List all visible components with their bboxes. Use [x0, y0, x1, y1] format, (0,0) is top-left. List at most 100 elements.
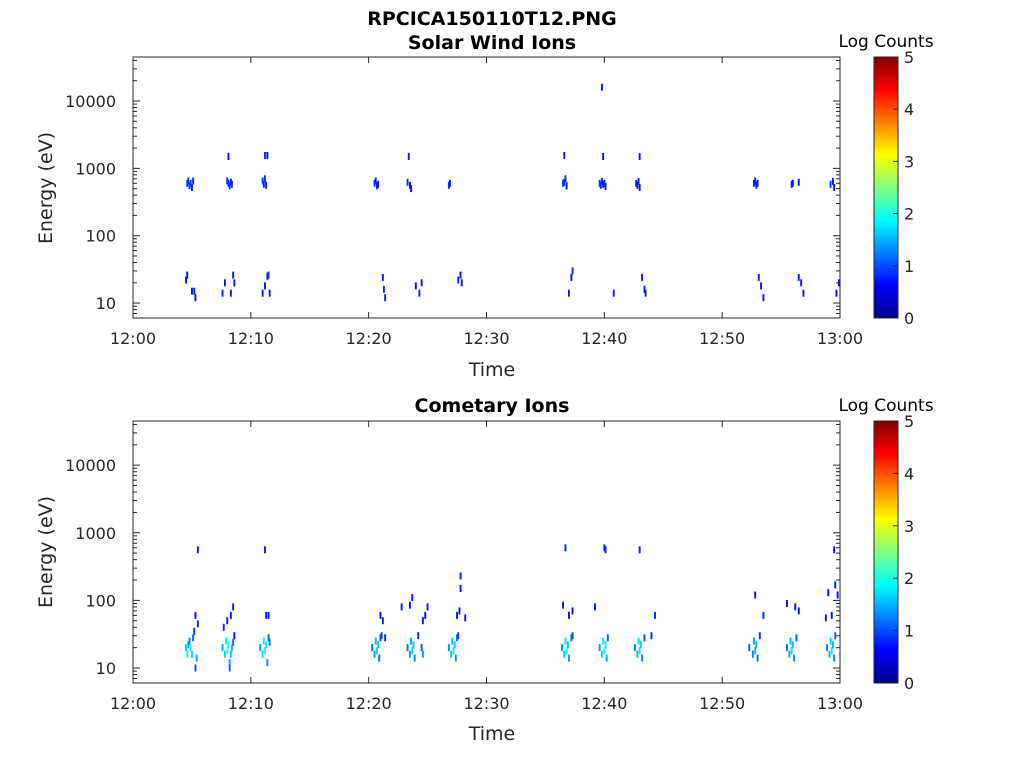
- cometary-cell: [829, 637, 832, 645]
- cometary-cell: [834, 581, 837, 589]
- solar-wind-cell: [459, 271, 462, 279]
- solar-wind-cell: [267, 271, 270, 279]
- solar-wind-cell: [406, 178, 409, 186]
- cometary-cell: [194, 664, 197, 672]
- solar-wind-cell: [418, 289, 421, 297]
- cometary-cell: [185, 644, 187, 652]
- cometary-cell: [650, 632, 653, 640]
- solar-wind-plot-area: [132, 56, 841, 319]
- cometary-cell: [756, 654, 759, 662]
- solar-wind-cell: [374, 177, 377, 185]
- solar-wind-cells: [185, 83, 840, 302]
- solar-wind-cell: [638, 153, 641, 160]
- cometary-cell: [605, 654, 608, 662]
- solar-wind-cell: [602, 180, 605, 188]
- cometary-cell: [562, 601, 564, 609]
- cometary-colorbar-tick-label: 2: [904, 569, 914, 588]
- cometary-cell: [634, 644, 636, 652]
- cometary-colorbar-title: Log Counts: [838, 396, 933, 416]
- cometary-cell: [189, 644, 192, 652]
- solar-wind-cell: [414, 282, 417, 290]
- cometary-cell: [228, 659, 231, 667]
- solar-wind-cell: [186, 271, 189, 279]
- cometary-cell: [786, 600, 788, 607]
- cometary-cell: [378, 654, 381, 662]
- solar-wind-cell: [800, 279, 803, 287]
- solar-wind-cell: [635, 179, 638, 187]
- cometary-cell: [221, 644, 224, 652]
- solar-wind-cell: [641, 273, 643, 281]
- solar-wind-cell: [377, 180, 380, 188]
- solar-wind-cell: [790, 180, 793, 188]
- cometary-cell: [227, 641, 230, 649]
- cometary-cell: [226, 617, 229, 625]
- cometary-cell: [830, 611, 833, 619]
- solar-wind-cell: [376, 182, 378, 190]
- cometary-cell: [413, 654, 416, 662]
- cometary-cell: [788, 650, 791, 658]
- solar-wind-cell: [232, 271, 235, 279]
- solar-wind-cell: [457, 276, 460, 284]
- cometary-cell: [226, 647, 229, 655]
- cometary-cell: [424, 611, 427, 619]
- cometary-cell: [754, 591, 757, 599]
- solar-wind-x-tick-label: 12:00: [110, 329, 156, 348]
- cometary-cell: [195, 654, 198, 662]
- cometary-cell: [409, 650, 411, 658]
- cometary-cell: [758, 632, 761, 640]
- solar-wind-x-axis-title: Time: [468, 359, 516, 381]
- solar-wind-cell: [754, 177, 757, 185]
- solar-wind-cell: [229, 289, 232, 297]
- cometary-cell: [417, 632, 420, 640]
- solar-wind-panel: Solar Wind Ions 12:00 12:10 12:20 12:30 12:4…: [35, 32, 934, 381]
- cometary-cell: [641, 654, 643, 662]
- cometary-cell: [379, 634, 382, 642]
- solar-wind-colorbar-tick-label: 1: [904, 257, 914, 276]
- cometary-cell: [563, 650, 566, 658]
- solar-wind-cell: [599, 181, 602, 189]
- solar-wind-cell: [268, 289, 271, 297]
- solar-wind-cell: [264, 175, 266, 183]
- cometary-cell: [264, 546, 266, 554]
- solar-wind-cell: [231, 180, 233, 188]
- cometary-cell: [748, 644, 751, 652]
- cometary-y-tick-label: 1000: [75, 524, 116, 543]
- solar-wind-y-axis-title: Energy (eV): [35, 132, 57, 244]
- cometary-cells: [185, 544, 839, 672]
- solar-wind-cell: [638, 184, 641, 191]
- cometary-cell: [379, 611, 382, 619]
- solar-wind-cell: [381, 273, 384, 281]
- solar-wind-cell: [802, 289, 805, 297]
- solar-wind-y-tick-label: 1000: [75, 159, 116, 178]
- cometary-y-tick-label: 10: [96, 659, 116, 678]
- cometary-cell: [604, 546, 607, 554]
- cometary-cell: [754, 647, 757, 655]
- cometary-cell: [830, 647, 833, 655]
- cometary-cell: [426, 603, 429, 611]
- cometary-cell: [447, 644, 450, 652]
- solar-wind-cell: [565, 182, 568, 190]
- cometary-y-tick-label: 10000: [65, 456, 116, 475]
- solar-wind-colorbar-tick-label: 3: [904, 152, 914, 171]
- cometary-cell: [231, 644, 233, 652]
- cometary-cell: [457, 632, 460, 640]
- solar-wind-cell: [829, 180, 832, 188]
- cometary-cell: [421, 617, 424, 625]
- cometary-cell: [564, 544, 567, 552]
- solar-wind-cell: [460, 279, 463, 287]
- cometary-cell: [267, 634, 270, 642]
- cometary-cell: [259, 644, 262, 652]
- cometary-cell: [568, 611, 570, 619]
- cometary-cell: [827, 589, 830, 597]
- cometary-cell: [643, 634, 646, 642]
- cometary-x-tick-label: 12:10: [228, 694, 274, 713]
- solar-wind-cell: [229, 178, 232, 186]
- cometary-cell: [561, 644, 563, 652]
- solar-wind-cell: [264, 152, 266, 159]
- solar-wind-cell: [383, 285, 385, 293]
- solar-wind-cell: [227, 179, 230, 187]
- cometary-cell: [601, 650, 603, 658]
- solar-wind-colorbar-tick-label: 4: [904, 100, 914, 119]
- cometary-cell: [789, 637, 792, 645]
- solar-wind-cell: [264, 282, 266, 290]
